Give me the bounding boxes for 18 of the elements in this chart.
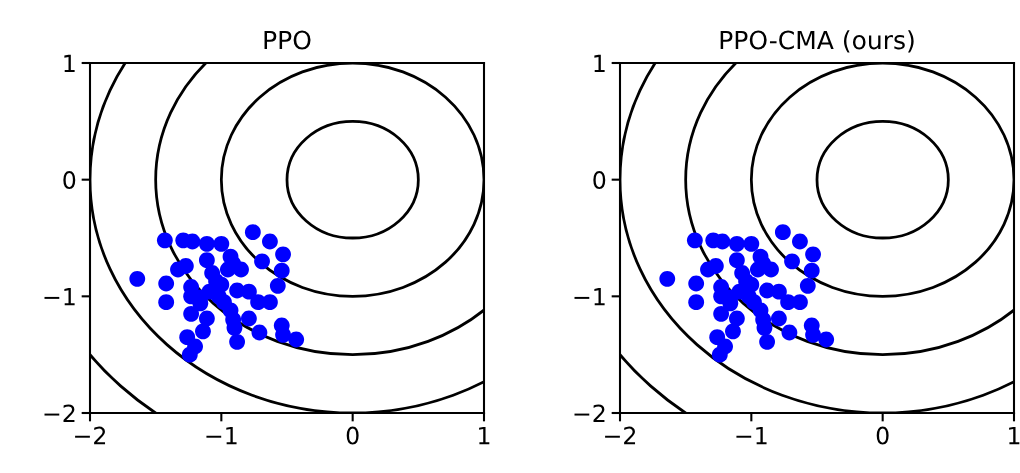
x-tick-label: −1 — [736, 426, 767, 445]
x-tick-label: −2 — [75, 426, 106, 445]
x-tick-label: 0 — [346, 426, 359, 445]
y-tick-label: −1 — [574, 288, 605, 306]
x-tick-label: 1 — [479, 426, 490, 445]
x-tick-label: −1 — [206, 426, 237, 445]
y-tick-label: −2 — [44, 404, 75, 422]
chart-title: PPO-CMA (ours) — [720, 30, 914, 53]
chart-title: PPO — [264, 30, 311, 50]
y-tick-label: 1 — [64, 54, 75, 72]
y-tick-label: −2 — [574, 404, 605, 422]
y-tick-label: 1 — [594, 54, 605, 72]
y-tick-label: −1 — [44, 288, 75, 306]
x-tick-label: −2 — [605, 426, 636, 445]
x-tick-label: 0 — [876, 426, 889, 445]
x-tick-label: 1 — [1009, 426, 1020, 445]
y-tick-label: 0 — [63, 171, 76, 189]
y-tick-label: 0 — [593, 171, 606, 189]
